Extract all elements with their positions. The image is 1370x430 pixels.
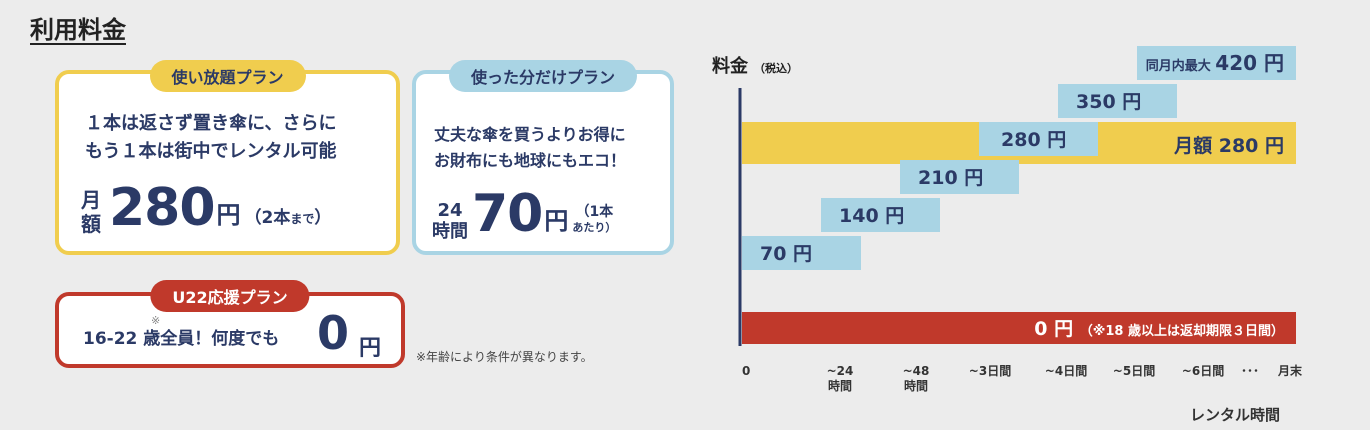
payg-step-label: 70 円	[760, 243, 812, 265]
payg-step-bar	[1137, 46, 1296, 80]
unlimited-plan-card: 使い放題プラン １本は返さず置き傘に、さらに もう１本は街中でレンタル可能 月 …	[55, 60, 400, 255]
x-tick-label: ~5日間	[1113, 364, 1155, 378]
x-tick-label: ~24	[827, 364, 854, 378]
per-24h-label-top: 24	[437, 200, 463, 221]
unlimited-band-label: 月額 280 円	[1173, 134, 1284, 157]
u22-plan-tag: U22応援プラン	[150, 280, 310, 312]
payg-price-note: （1本 あたり）	[572, 204, 616, 236]
u22-plan-description: 16-22 歳全員！何度でも	[83, 329, 280, 349]
payg-step-label: 210 円	[918, 167, 983, 189]
payg-step-bar	[979, 122, 1098, 156]
u22-price-unit: 円	[359, 336, 382, 361]
x-tick-label: ~3日間	[969, 364, 1011, 378]
unlimited-price-note: （2本まで）	[244, 208, 332, 228]
payg-note-bottom: あたり）	[572, 221, 617, 234]
unlimited-price-unit: 円	[216, 201, 241, 229]
payg-step-label: 280 円	[1001, 129, 1066, 151]
payg-step-bar	[821, 198, 940, 232]
payg-step-label: 同月内最大 420 円	[1146, 51, 1284, 75]
per-24h-label: 24 時間	[432, 200, 468, 242]
chart-x-axis-title: レンタル時間	[1190, 406, 1281, 424]
payg-note-top: （1本	[575, 204, 614, 220]
chart-y-axis-title: 料金 （税込）	[712, 56, 798, 77]
u22-note-mark: ※	[151, 314, 161, 327]
payg-price-unit: 円	[544, 207, 569, 235]
tax-included-note: （税込）	[754, 62, 798, 75]
payg-plan-tag: 使った分だけプラン	[448, 60, 638, 92]
u22-band-label: 0 円 （※18 歳以上は返却期限３日間）	[1034, 318, 1284, 340]
payg-step-label: 350 円	[1076, 91, 1141, 113]
payg-plan-card: 使った分だけプラン 丈夫な傘を買うよりお得に お財布にも地球にもエコ！ 24 時…	[412, 60, 674, 255]
payg-step-bar	[1058, 84, 1177, 118]
unlimited-plan-description: １本は返さず置き傘に、さらに もう１本は街中でレンタル可能	[85, 110, 336, 166]
x-tick-label: ~6日間	[1182, 364, 1224, 378]
payg-step-bar	[900, 160, 1019, 194]
x-tick-label: 月末	[1277, 363, 1303, 378]
x-tick-label: 0	[742, 364, 750, 378]
unlimited-plan-tag: 使い放題プラン	[149, 60, 306, 92]
monthly-label-bottom: 額	[81, 212, 101, 236]
unlimited-price-value: 280	[109, 178, 216, 238]
u22-plan-card: U22応援プラン ※ 16-22 歳全員！何度でも 0 円	[55, 280, 405, 368]
monthly-label-top: 月	[81, 188, 101, 212]
payg-desc-line2: お財布にも地球にもエコ！	[434, 151, 627, 170]
u22-price-value: 0	[317, 306, 350, 360]
x-tick-label-line2: 時間	[904, 378, 928, 393]
x-tick-label: ･･･	[1241, 364, 1259, 378]
payg-price-value: 70	[472, 184, 543, 244]
x-tick-label: ~4日間	[1045, 364, 1087, 378]
monthly-label: 月 額	[81, 188, 101, 236]
x-tick-label: ~48	[903, 364, 930, 378]
payg-desc-line1: 丈夫な傘を買うよりお得に	[434, 125, 626, 144]
payg-step-bar	[742, 236, 861, 270]
age-footnote: ※年齢により条件が異なります。	[416, 350, 593, 364]
payg-price: 24 時間 70 円 （1本 あたり）	[432, 186, 616, 242]
unlimited-desc-line1: １本は返さず置き傘に、さらに	[85, 113, 337, 134]
page-title: 利用料金	[30, 16, 126, 44]
payg-plan-description: 丈夫な傘を買うよりお得に お財布にも地球にもエコ！	[434, 122, 626, 174]
u22-plan-band	[742, 312, 1296, 344]
unlimited-desc-line2: もう１本は街中でレンタル可能	[85, 141, 337, 162]
x-tick-label-line2: 時間	[828, 378, 852, 393]
per-24h-label-bottom: 時間	[432, 221, 468, 242]
unlimited-price: 月 額 280 円 （2本まで）	[81, 180, 331, 236]
payg-step-label: 140 円	[839, 205, 904, 227]
